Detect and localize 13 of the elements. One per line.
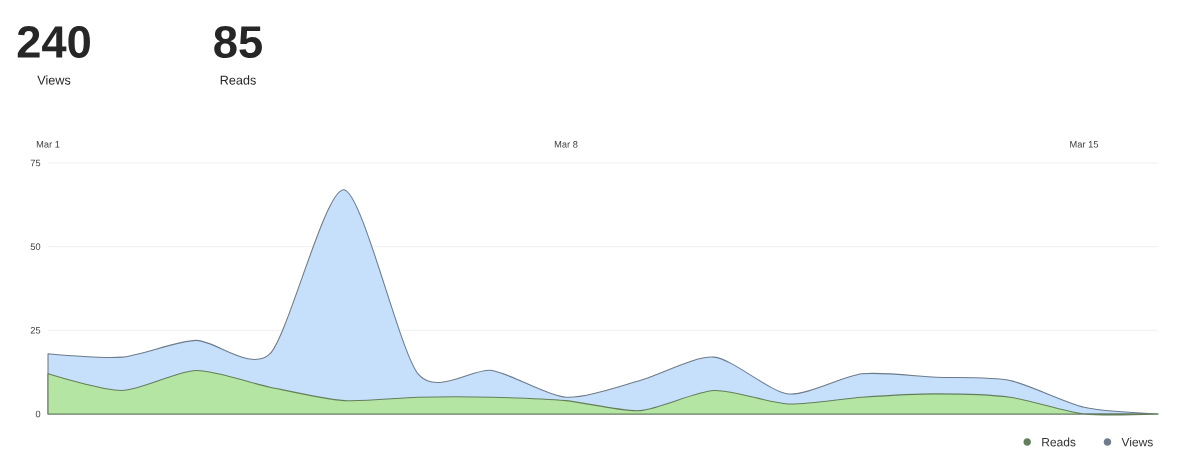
x-tick-label: Mar 1: [36, 141, 60, 148]
y-tick-label: 25: [30, 327, 41, 334]
text: Reads: [220, 75, 256, 85]
y-tick-label: 75: [30, 159, 41, 167]
text: Views: [37, 75, 71, 85]
text: 240: [17, 25, 90, 59]
text: 85: [214, 25, 262, 59]
series-label: Reads: [1042, 437, 1076, 447]
y-tick-label: 50: [30, 243, 41, 250]
y-tick-label: 0: [35, 410, 41, 418]
x-tick-label: Mar 8: [554, 141, 578, 148]
x-tick-label: Mar 15: [1070, 141, 1099, 148]
series-label: Views: [1121, 437, 1153, 447]
